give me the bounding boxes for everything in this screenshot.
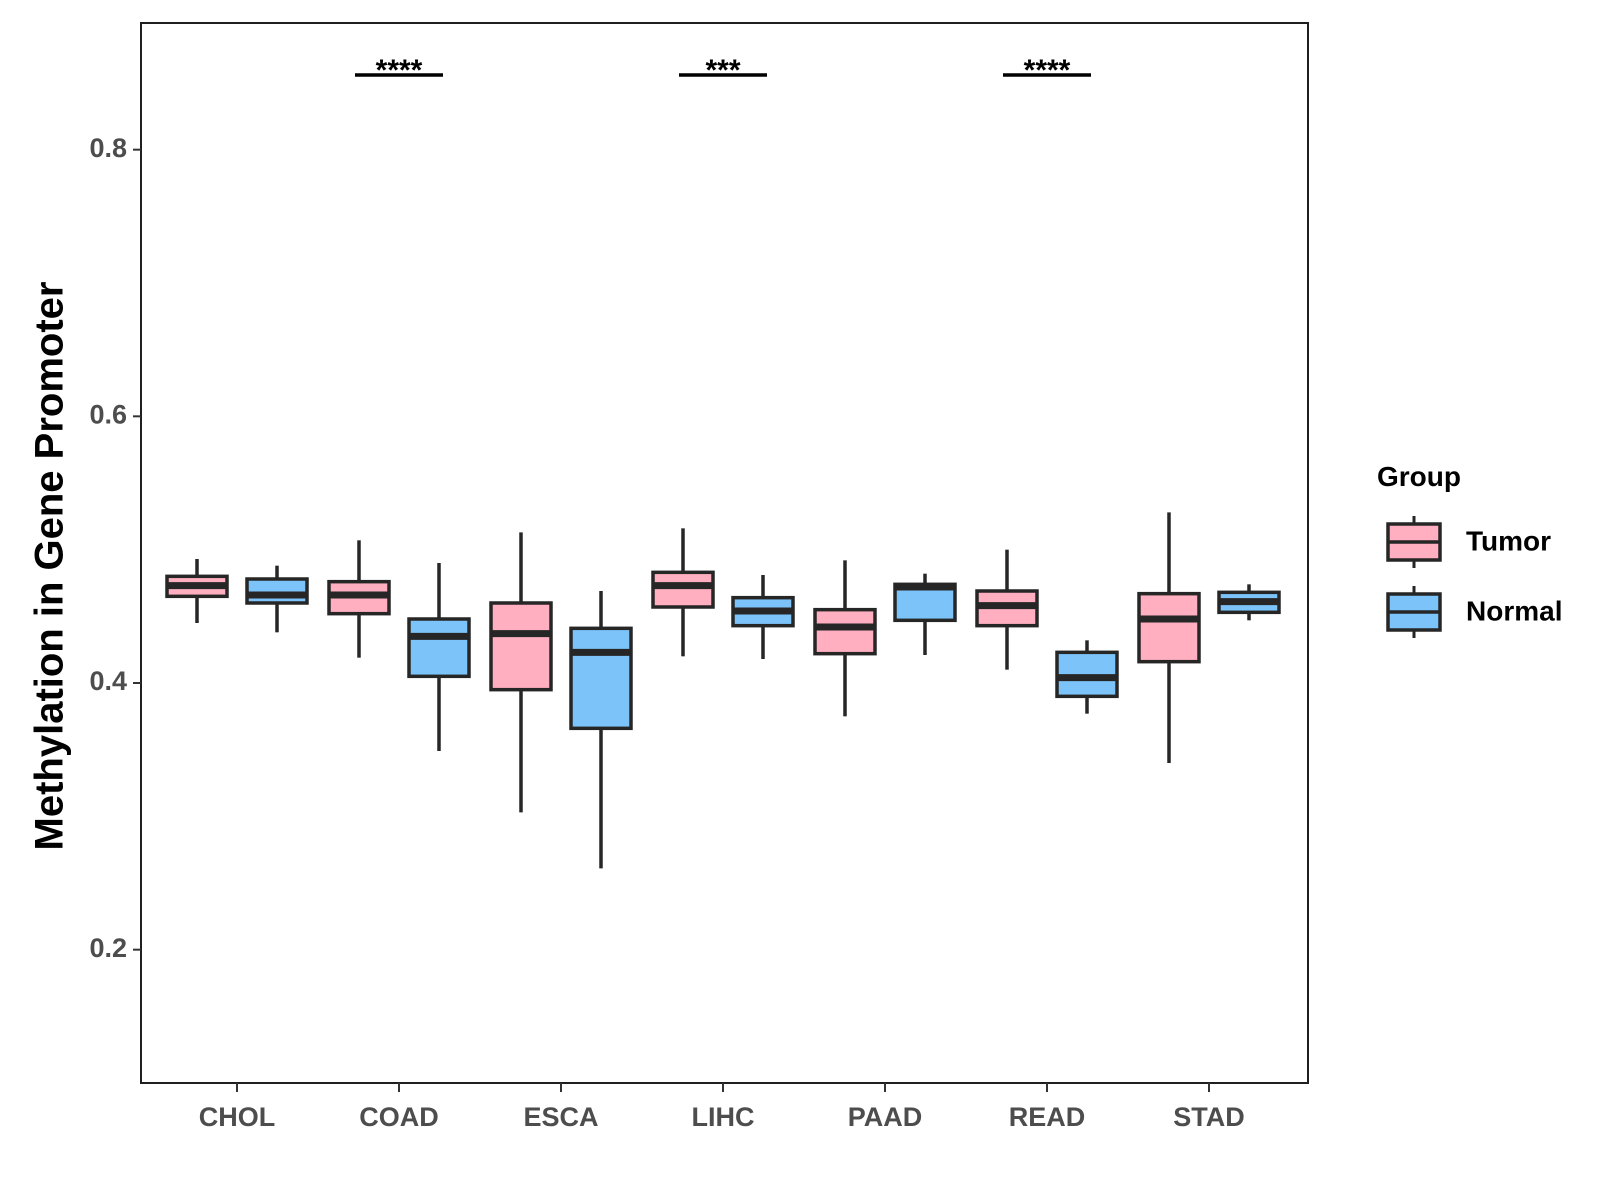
significance-coad: **** <box>355 54 443 87</box>
y-tick-label: 0.2 <box>89 933 127 963</box>
significance-read: **** <box>1003 54 1091 87</box>
box-normal-coad <box>407 563 471 751</box>
legend-title: Group <box>1377 461 1461 492</box>
box-tumor-read <box>975 549 1039 670</box>
box-tumor-coad <box>327 540 391 658</box>
box-normal-esca <box>569 591 633 869</box>
significance-label: **** <box>376 54 423 87</box>
box-iqr <box>489 601 553 692</box>
boxes-layer <box>165 512 1281 869</box>
box-tumor-stad <box>1137 512 1201 763</box>
box-normal-read <box>1055 640 1119 714</box>
significance-layer: **** *** **** <box>355 54 1091 87</box>
x-tick-label-chol: CHOL <box>199 1102 276 1132</box>
box-iqr <box>1137 591 1201 664</box>
box-iqr <box>569 626 633 731</box>
x-tick-label-paad: PAAD <box>848 1102 923 1132</box>
plot-panel-border <box>140 22 1309 1084</box>
significance-lihc: *** <box>679 54 767 87</box>
x-tick-label-esca: ESCA <box>523 1102 598 1132</box>
box-iqr <box>651 570 715 609</box>
y-axis: 0.2 0.4 0.6 0.8 <box>89 133 141 963</box>
box-tumor-lihc <box>651 528 715 657</box>
x-tick-label-coad: COAD <box>359 1102 439 1132</box>
box-normal-paad <box>893 573 957 655</box>
box-normal-stad <box>1217 584 1281 621</box>
box-tumor-chol <box>165 559 229 623</box>
box-normal-chol <box>245 565 309 633</box>
box-iqr <box>245 577 309 605</box>
legend-label: Tumor <box>1466 525 1551 556</box>
legend-item-normal: Normal <box>1386 586 1562 638</box>
x-axis: CHOL COAD ESCA LIHC PAAD READ STAD <box>199 1083 1245 1132</box>
box-tumor-paad <box>813 560 877 717</box>
x-tick-label-read: READ <box>1009 1102 1086 1132</box>
box-normal-lihc <box>731 575 795 659</box>
box-iqr <box>407 617 471 679</box>
x-tick-label-lihc: LIHC <box>692 1102 755 1132</box>
y-tick-label: 0.4 <box>89 666 127 696</box>
significance-label: **** <box>1024 54 1071 87</box>
y-tick-label: 0.6 <box>89 399 127 429</box>
x-tick-label-stad: STAD <box>1173 1102 1245 1132</box>
box-tumor-esca <box>489 532 553 813</box>
legend: Group Tumor Normal <box>1377 461 1562 638</box>
box-iqr <box>813 607 877 656</box>
y-tick-label: 0.8 <box>89 133 127 163</box>
legend-item-tumor: Tumor <box>1386 516 1551 568</box>
y-axis-title: Methylation in Gene Promoter <box>28 282 72 851</box>
legend-label: Normal <box>1466 595 1562 626</box>
significance-label: *** <box>705 54 740 87</box>
